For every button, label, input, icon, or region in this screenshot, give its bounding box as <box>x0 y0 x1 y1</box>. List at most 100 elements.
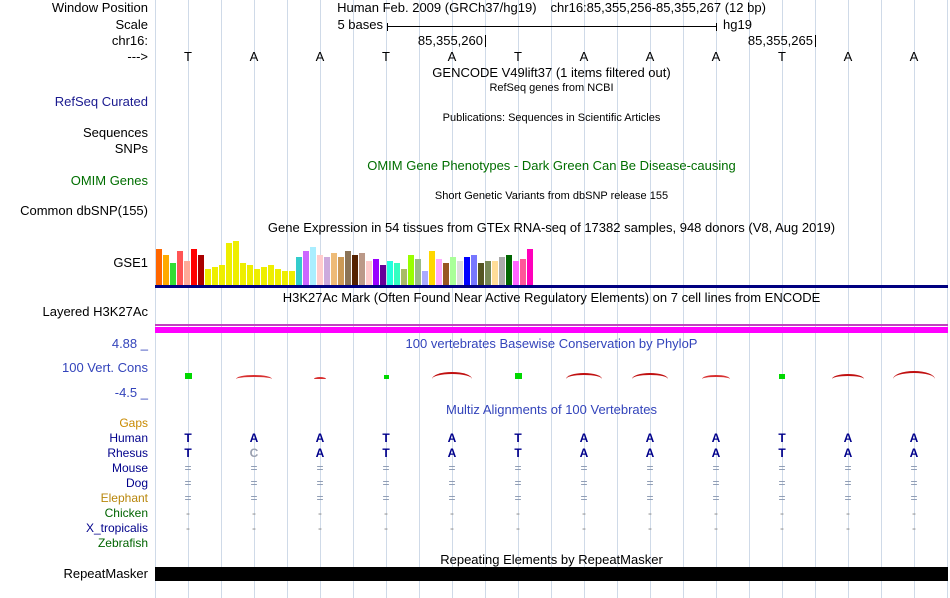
gridline <box>221 0 222 598</box>
alignment-cell: - <box>912 506 916 520</box>
phylop-arc-mark <box>832 374 864 379</box>
alignment-cell: T <box>778 446 786 460</box>
publications-track-title[interactable]: Publications: Sequences in Scientific Ar… <box>442 112 661 124</box>
window-position-label: Window Position <box>51 0 148 15</box>
gtex-sample-label[interactable]: GSE1 <box>113 255 148 270</box>
phylop-arc-mark <box>432 372 472 379</box>
dbsnp-track-title[interactable]: Short Genetic Variants from dbSNP releas… <box>434 190 669 202</box>
species-label-gaps[interactable]: Gaps <box>119 416 148 430</box>
omim-track-title[interactable]: OMIM Gene Phenotypes - Dark Green Can Be… <box>367 158 736 173</box>
alignment-cell: - <box>846 521 850 535</box>
gridline <box>881 0 882 598</box>
alignment-cell: = <box>514 491 522 505</box>
gtex-expression-bar <box>191 249 197 285</box>
alignment-cell: T <box>184 431 192 445</box>
gtex-expression-bar <box>170 263 176 285</box>
dbsnp-label[interactable]: Common dbSNP(155) <box>20 203 148 218</box>
multiz-track-title[interactable]: Multiz Alignments of 100 Vertebrates <box>445 402 657 417</box>
repeatmasker-label[interactable]: RepeatMasker <box>63 566 148 581</box>
gtex-expression-bar <box>212 267 218 285</box>
base-letter: A <box>447 49 457 64</box>
species-label-chicken[interactable]: Chicken <box>104 506 148 520</box>
gridline <box>188 0 189 598</box>
base-letter: A <box>579 49 589 64</box>
alignment-cell: T <box>382 446 390 460</box>
gtex-expression-bar <box>506 255 512 285</box>
species-label-elephant[interactable]: Elephant <box>100 491 148 505</box>
alignment-cell: A <box>315 446 325 460</box>
gtex-expression-bar <box>296 257 302 285</box>
alignment-cell: T <box>184 446 192 460</box>
alignment-cell: T <box>514 446 522 460</box>
gencode-track-title[interactable]: GENCODE V49lift37 (1 items filtered out) <box>432 65 671 80</box>
h3k27ac-track-title[interactable]: H3K27Ac Mark (Often Found Near Active Re… <box>282 290 821 305</box>
alignment-cell: - <box>186 506 190 520</box>
h3k27ac-label[interactable]: Layered H3K27Ac <box>42 304 148 319</box>
gtex-expression-bar <box>233 241 239 285</box>
snps-label[interactable]: SNPs <box>114 141 148 156</box>
gtex-expression-bar <box>254 269 260 285</box>
gridline <box>452 0 453 598</box>
refseq-track-title[interactable]: RefSeq genes from NCBI <box>489 82 614 94</box>
gridline <box>353 0 354 598</box>
gtex-expression-bar <box>275 269 281 285</box>
species-label-x-tropicalis[interactable]: X_tropicalis <box>85 521 148 535</box>
alignment-cell: = <box>712 461 720 475</box>
alignment-cell: - <box>252 521 256 535</box>
refseq-curated-label[interactable]: RefSeq Curated <box>54 94 148 109</box>
phylop-arc-mark <box>632 373 668 379</box>
alignment-cell: A <box>645 446 655 460</box>
alignment-cell: = <box>910 491 918 505</box>
coordinate-label: 85,355,260 <box>417 33 483 48</box>
alignment-cell: = <box>580 461 588 475</box>
coordinate-tick <box>485 35 486 47</box>
phylop-tick-mark <box>384 375 389 379</box>
species-label-rhesus[interactable]: Rhesus <box>107 446 148 460</box>
alignment-cell: - <box>780 521 784 535</box>
gtex-expression-bar <box>289 271 295 285</box>
species-label-dog[interactable]: Dog <box>125 476 148 490</box>
phylop-track-title[interactable]: 100 vertebrates Basewise Conservation by… <box>405 336 698 351</box>
gridline <box>419 0 420 598</box>
scale-bar-line <box>388 26 716 27</box>
strand-arrow: ---> <box>127 49 148 64</box>
gtex-expression-bar <box>471 255 477 285</box>
gtex-expression-bar <box>177 251 183 285</box>
gtex-expression-bar <box>464 257 470 285</box>
scale-label: Scale <box>115 17 148 32</box>
species-label-human[interactable]: Human <box>109 431 148 445</box>
gtex-expression-bar <box>492 261 498 285</box>
gtex-expression-bar <box>226 243 232 285</box>
alignment-cell: - <box>648 506 652 520</box>
base-letter: T <box>382 49 390 64</box>
sequences-label[interactable]: Sequences <box>82 125 148 140</box>
h3k27ac-signal-top[interactable] <box>155 324 948 326</box>
phylop-tick-mark <box>779 374 785 379</box>
alignment-cell: - <box>318 521 322 535</box>
phylop-label[interactable]: 100 Vert. Cons <box>62 360 148 375</box>
gtex-expression-bar <box>261 267 267 285</box>
alignment-cell: = <box>712 476 720 490</box>
alignment-cell: A <box>579 431 589 445</box>
gtex-expression-bar <box>478 263 484 285</box>
omim-genes-label[interactable]: OMIM Genes <box>70 173 148 188</box>
alignment-cell: - <box>582 506 586 520</box>
gtex-expression-bar <box>247 265 253 285</box>
alignment-cell: - <box>516 521 520 535</box>
gridline <box>287 0 288 598</box>
species-label-mouse[interactable]: Mouse <box>111 461 148 475</box>
repeatmasker-track-title[interactable]: Repeating Elements by RepeatMasker <box>440 552 663 567</box>
gtex-expression-bar <box>198 255 204 285</box>
alignment-cell: A <box>843 431 853 445</box>
gtex-expression-bar <box>387 261 393 285</box>
alignment-cell: - <box>582 521 586 535</box>
repeatmasker-element-bar[interactable] <box>155 567 948 581</box>
h3k27ac-signal-bar[interactable] <box>155 327 948 333</box>
gtex-track-title[interactable]: Gene Expression in 54 tissues from GTEx … <box>267 220 836 235</box>
alignment-cell: T <box>778 431 786 445</box>
gtex-expression-bar <box>205 269 211 285</box>
species-label-zebrafish[interactable]: Zebrafish <box>97 536 148 550</box>
coordinate-tick <box>815 35 816 47</box>
alignment-cell: A <box>909 431 919 445</box>
alignment-cell: = <box>778 491 786 505</box>
